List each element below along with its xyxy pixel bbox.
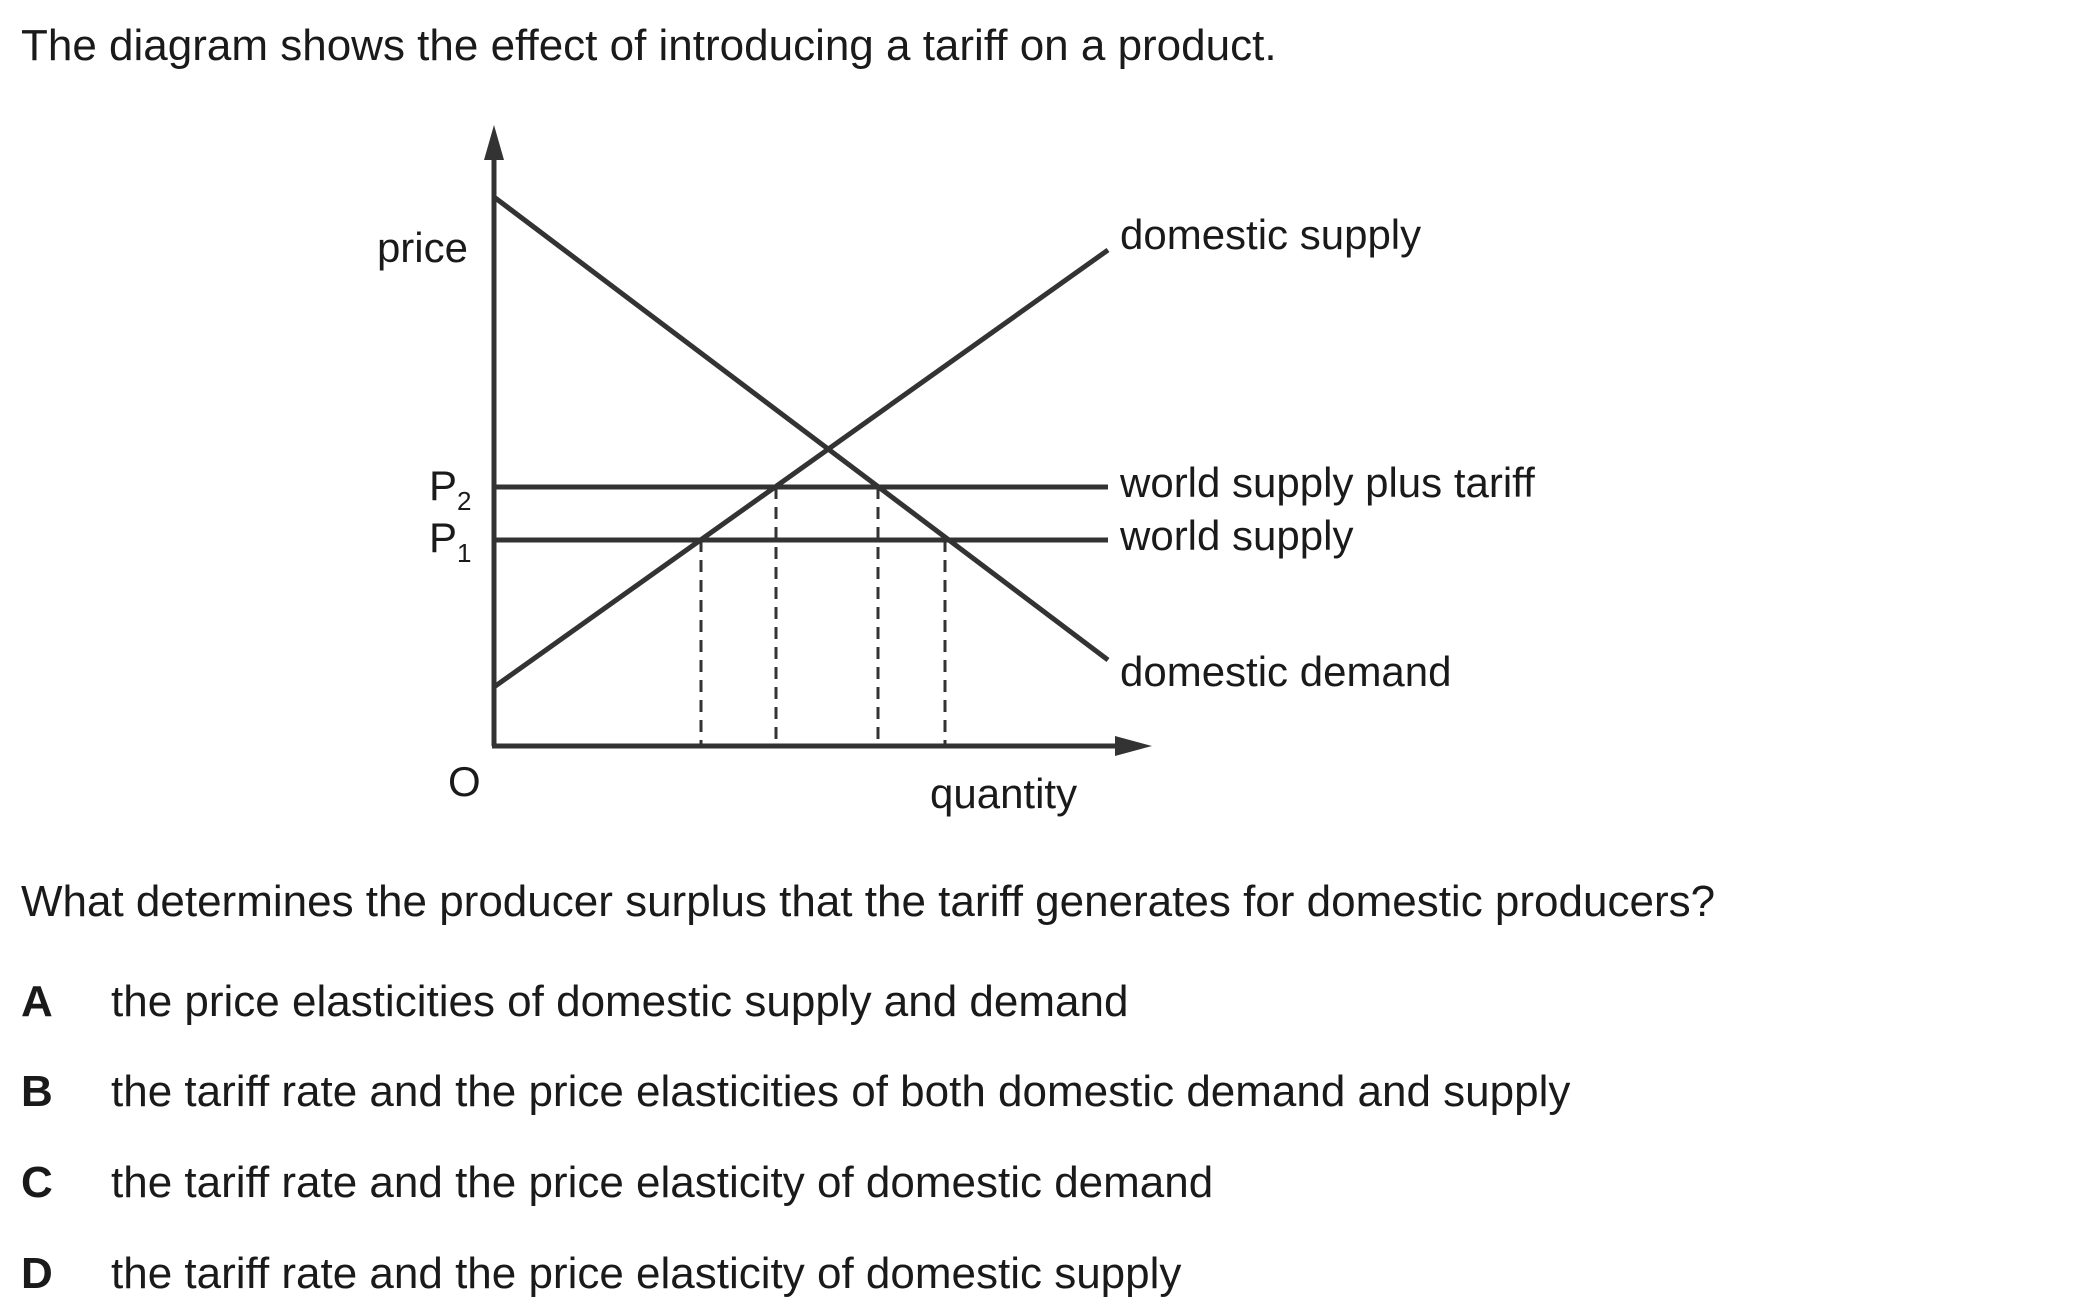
question-text: What determines the producer surplus tha… (21, 877, 1716, 926)
domestic-demand-label: domestic demand (1120, 648, 1452, 695)
p2-label-main: P (429, 462, 457, 509)
p1-label: P1 (429, 514, 471, 568)
option-text: the tariff rate and the price elasticity… (111, 1249, 1182, 1298)
option-letter: B (21, 1067, 53, 1116)
world-supply-plus-tariff-label: world supply plus tariff (1119, 459, 1535, 506)
domestic-supply-line (492, 247, 1110, 690)
option-text: the tariff rate and the price elasticiti… (111, 1067, 1571, 1116)
p1-label-main: P (429, 514, 457, 561)
y-axis-arrow (484, 125, 504, 160)
domestic-supply-label: domestic supply (1120, 211, 1421, 258)
option-text: the tariff rate and the price elasticity… (111, 1158, 1214, 1207)
p2-label: P2 (429, 462, 471, 516)
p1-label-sub: 1 (457, 538, 471, 568)
tariff-diagram: price quantity O P2 P1 domestic supply w… (377, 125, 1535, 817)
y-axis-label: price (377, 224, 468, 271)
p2-label-sub: 2 (457, 486, 471, 516)
x-axis-label: quantity (930, 770, 1077, 817)
origin-label: O (448, 758, 481, 805)
intro-text: The diagram shows the effect of introduc… (21, 21, 1277, 70)
option-letter: D (21, 1249, 53, 1298)
option-text: the price elasticities of domestic suppl… (111, 977, 1129, 1026)
x-axis-arrow (1115, 736, 1152, 756)
world-supply-label: world supply (1119, 512, 1353, 559)
option-letter: C (21, 1158, 53, 1207)
domestic-demand-line (492, 195, 1110, 662)
option-letter: A (21, 977, 53, 1026)
